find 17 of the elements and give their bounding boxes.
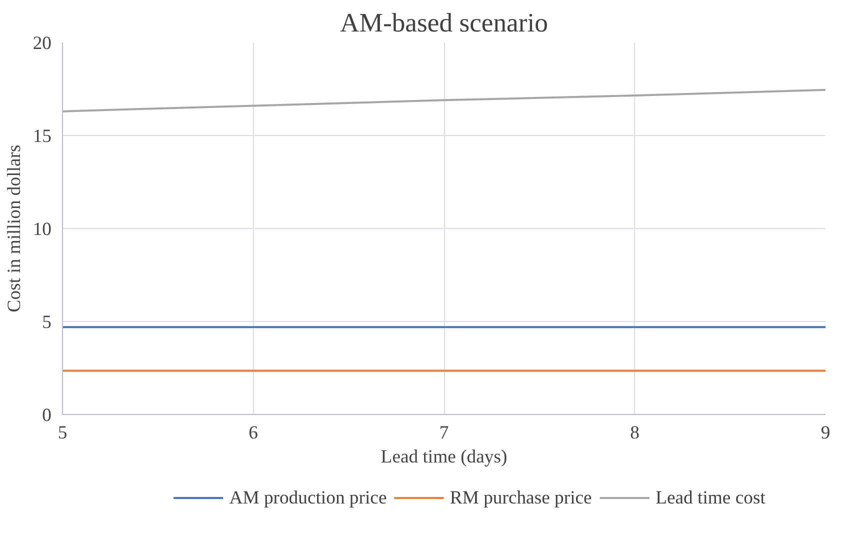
x-tick-label: 5 [58,422,68,444]
x-tick-label: 9 [820,422,830,444]
line-series [62,88,826,112]
x-tick-label: 8 [630,422,640,444]
y-tick-label: 10 [32,219,52,240]
legend-label: Lead time cost [656,488,766,508]
legend-label: RM purchase price [450,488,592,508]
chart-title: AM-based scenario [340,8,548,38]
x-tick-label: 7 [439,422,449,444]
y-tick-label: 5 [42,312,52,333]
y-tick-label: 20 [32,33,52,54]
y-tick-label: 0 [42,405,52,426]
x-axis-title: Lead time (days) [380,446,508,468]
y-tick-label: 15 [32,126,52,147]
legend-label: AM production price [229,488,387,508]
y-axis-title: Cost in million dollars [4,144,25,312]
x-tick-label: 6 [248,422,258,444]
